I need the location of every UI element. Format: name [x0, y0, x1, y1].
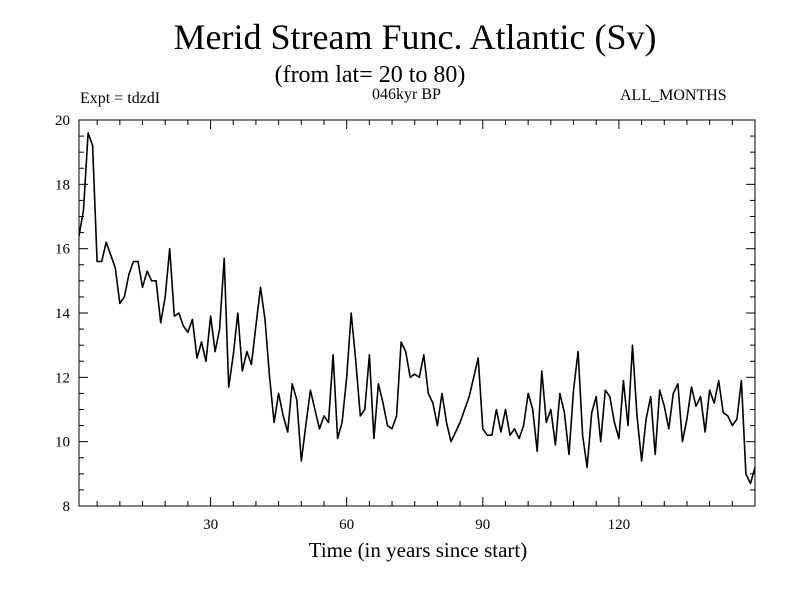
x-tick-label: 90 — [475, 517, 490, 533]
plot-frame — [78, 119, 756, 507]
x-axis-label: Time (in years since start) — [309, 538, 528, 562]
y-tick-label: 12 — [55, 370, 70, 386]
y-tick-label: 14 — [55, 306, 71, 322]
series-line — [78, 132, 756, 485]
period-label: 046kyr BP — [372, 86, 441, 103]
axis-ticks — [79, 119, 756, 507]
chart-title: Merid Stream Func. Atlantic (Sv) — [173, 17, 657, 57]
y-tick-label: 8 — [63, 499, 71, 515]
experiment-label: Expt = tdzdI — [80, 90, 161, 107]
x-tick-label: 120 — [608, 517, 631, 533]
months-label: ALL_MONTHS — [620, 87, 727, 104]
y-tick-label: 18 — [55, 177, 70, 193]
y-tick-label: 20 — [55, 113, 70, 129]
y-tick-label: 16 — [55, 242, 71, 258]
x-tick-label: 30 — [203, 517, 218, 533]
axis-tick-labels: 30 60 90 120 8 10 12 14 16 18 20 — [55, 113, 630, 533]
chart-subtitle: (from lat= 20 to 80) — [274, 62, 466, 88]
y-tick-label: 10 — [55, 435, 70, 451]
x-tick-label: 60 — [339, 517, 354, 533]
